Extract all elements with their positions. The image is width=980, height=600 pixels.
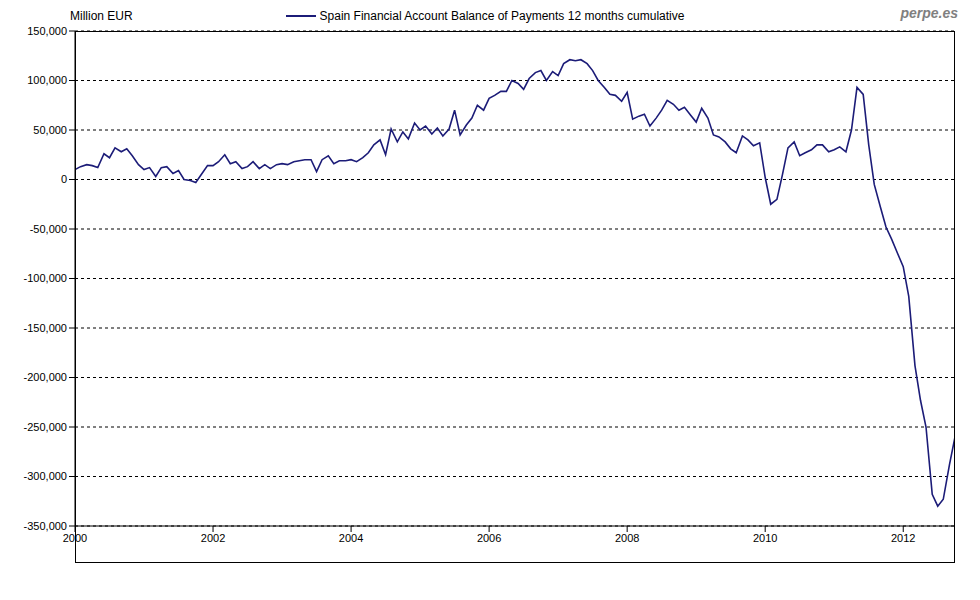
svg-text:2004: 2004: [339, 532, 363, 544]
svg-text:-150,000: -150,000: [24, 322, 67, 334]
svg-text:-200,000: -200,000: [24, 371, 67, 383]
svg-text:100,000: 100,000: [27, 74, 67, 86]
html-text:Spain Financial Account Balanc: Spain Financial Account Balance of Payme…: [319, 9, 685, 23]
svg-text:2010: 2010: [753, 532, 777, 544]
html-text:Million EUR: Million EUR: [70, 9, 133, 23]
svg-text:2008: 2008: [615, 532, 639, 544]
svg-text:-250,000: -250,000: [24, 421, 67, 433]
svg-text:-50,000: -50,000: [30, 223, 67, 235]
svg-text:-350,000: -350,000: [24, 520, 67, 532]
svg-text:0: 0: [61, 173, 67, 185]
svg-text:-300,000: -300,000: [24, 470, 67, 482]
svg-text:2000: 2000: [63, 532, 87, 544]
svg-text:2002: 2002: [201, 532, 225, 544]
svg-text:-100,000: -100,000: [24, 272, 67, 284]
svg-text:50,000: 50,000: [33, 124, 67, 136]
svg-text:2006: 2006: [477, 532, 501, 544]
svg-text:2012: 2012: [891, 532, 915, 544]
svg-text:150,000: 150,000: [27, 25, 67, 37]
html-text:perpe.es: perpe.es: [900, 5, 958, 21]
